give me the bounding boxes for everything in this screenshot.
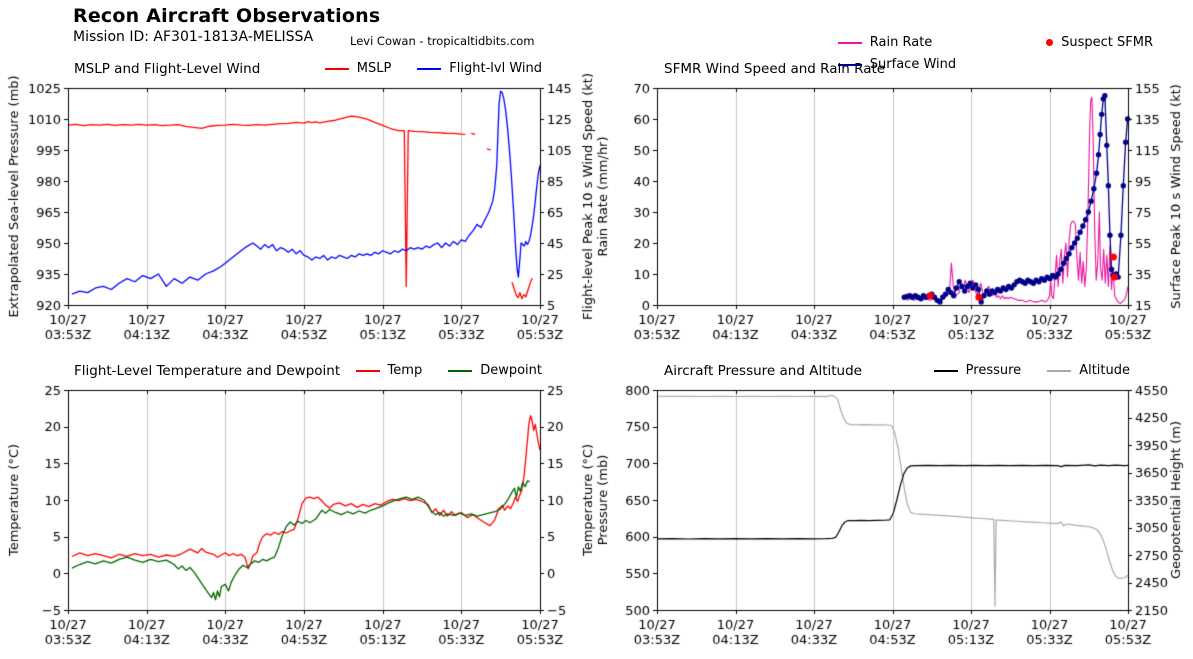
legend-line-swatch [417, 67, 442, 70]
credit-text: Levi Cowan - tropicaltidbits.com [350, 34, 535, 48]
legend-line-swatch [837, 41, 862, 44]
panel-title-pressure-altitude: Aircraft Pressure and Altitude [664, 363, 862, 379]
legend-label: Altitude [1079, 363, 1130, 378]
page-title: Recon Aircraft Observations [73, 5, 381, 27]
legend-line-swatch [837, 63, 862, 66]
legend-mslp-wind: MSLP Flight-lvl Wind [324, 61, 542, 76]
legend-item-surface-wind: Surface Wind [837, 57, 957, 72]
legend-line-swatch [355, 369, 380, 372]
legend-pressure-altitude: Pressure Altitude [933, 363, 1130, 378]
legend-label: Rain Rate [869, 35, 933, 50]
panel-title-temp-dewpoint: Flight-Level Temperature and Dewpoint [74, 363, 341, 379]
mission-id: Mission ID: AF301-1813A-MELISSA [73, 29, 314, 45]
legend-item-pressure: Pressure [933, 363, 1022, 378]
legend-line-swatch [448, 369, 473, 372]
legend-item-altitude: Altitude [1047, 363, 1130, 378]
legend-item-flight-lvl-wind: Flight-lvl Wind [417, 61, 542, 76]
legend-item-mslp: MSLP [324, 61, 392, 76]
legend-temp-dewpoint: Temp Dewpoint [355, 363, 542, 378]
legend-label: Surface Wind [869, 57, 957, 72]
legend-label: Flight-lvl Wind [449, 61, 542, 76]
legend-label: MSLP [356, 61, 392, 76]
legend-item-dewpoint: Dewpoint [448, 363, 542, 378]
legend-item-rain-rate: Rain Rate [837, 35, 933, 50]
legend-item-suspect-sfmr: Suspect SFMR [1046, 35, 1153, 50]
legend-line-swatch [1047, 369, 1072, 372]
legend-label: Dewpoint [480, 363, 542, 378]
legend-line-swatch [324, 67, 349, 70]
legend-label: Suspect SFMR [1061, 35, 1153, 50]
legend-sfmr-rain: Rain Rate Suspect SFMR Surface Wind [837, 35, 1153, 72]
panel-title-sfmr-rain: SFMR Wind Speed and Rain Rate [664, 61, 886, 77]
legend-label: Pressure [965, 363, 1022, 378]
panel-title-mslp-wind: MSLP and Flight-Level Wind [74, 61, 261, 77]
legend-dot-swatch [1046, 39, 1054, 46]
legend-item-temp: Temp [355, 363, 423, 378]
legend-line-swatch [933, 369, 958, 372]
legend-label: Temp [387, 363, 423, 378]
